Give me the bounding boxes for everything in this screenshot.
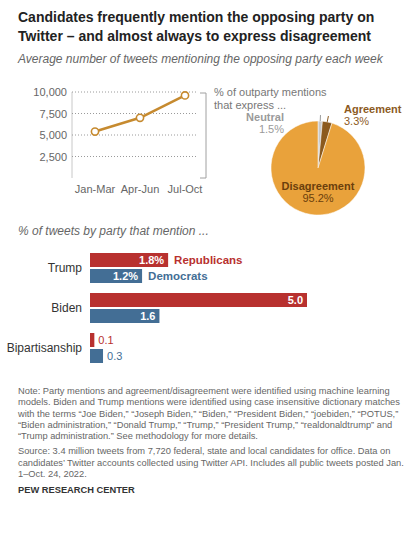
line-marker xyxy=(136,114,143,121)
y-tick-label: 2,500 xyxy=(39,151,67,163)
grid-line xyxy=(72,156,198,157)
y-tick-label: 7,500 xyxy=(39,108,67,120)
legend-label: Republicans xyxy=(174,254,242,266)
subtitle: Average number of tweets mentioning the … xyxy=(18,52,418,66)
credit: PEW RESEARCH CENTER xyxy=(18,485,410,496)
notes: Note: Party mentions and agreement/disag… xyxy=(18,386,410,497)
pie-label: Agreement xyxy=(344,103,402,115)
line-marker xyxy=(181,92,188,99)
legend-label: Democrats xyxy=(148,270,207,282)
data-label: 3.3% xyxy=(344,115,369,127)
data-label: 5.0 xyxy=(288,294,303,306)
bar-plot xyxy=(90,253,307,363)
data-label: 1.8% xyxy=(139,254,164,266)
grid-line xyxy=(72,135,198,136)
x-tick-label: Jan-Mar xyxy=(75,183,116,195)
bar xyxy=(90,333,94,347)
pie-label: Disagreement xyxy=(282,180,355,192)
leader-line xyxy=(320,115,321,121)
data-label: 0.3 xyxy=(107,350,122,362)
x-tick-label: Jul-Oct xyxy=(168,183,203,195)
category-label: Biden xyxy=(51,301,82,315)
line-marker xyxy=(91,128,98,135)
pie-label: Neutral xyxy=(246,111,284,123)
data-label: 95.2% xyxy=(302,192,333,204)
grid-line xyxy=(72,113,198,114)
bar xyxy=(90,293,307,307)
category-label: Trump xyxy=(48,261,83,275)
bar xyxy=(90,269,142,283)
data-label: 1.2% xyxy=(113,270,138,282)
bracket xyxy=(200,93,206,178)
category-label: Bipartisanship xyxy=(7,341,83,355)
source: Source: 3.4 million tweets from 7,720 fe… xyxy=(18,446,410,480)
title: Candidates frequently mention the opposi… xyxy=(18,8,418,46)
grid-line xyxy=(72,92,198,93)
data-label: 0.1 xyxy=(98,334,113,346)
y-tick-label: 10,000 xyxy=(33,86,67,98)
data-label: 1.6 xyxy=(140,310,155,322)
bar xyxy=(90,309,159,323)
bar xyxy=(90,349,103,363)
bar xyxy=(90,253,168,267)
pie-slice xyxy=(271,121,365,215)
line-plot xyxy=(91,92,188,135)
bar-subtitle: % of tweets by party that mention ... xyxy=(18,224,418,238)
line xyxy=(95,95,185,131)
note: Note: Party mentions and agreement/disag… xyxy=(18,386,410,442)
pie-subtitle: % of outparty mentions that express ... xyxy=(214,86,339,112)
x-tick-label: Apr-Jun xyxy=(121,183,160,195)
y-tick-label: 5,000 xyxy=(39,129,67,141)
leader-line xyxy=(327,116,328,122)
data-label: 1.5% xyxy=(259,123,284,135)
